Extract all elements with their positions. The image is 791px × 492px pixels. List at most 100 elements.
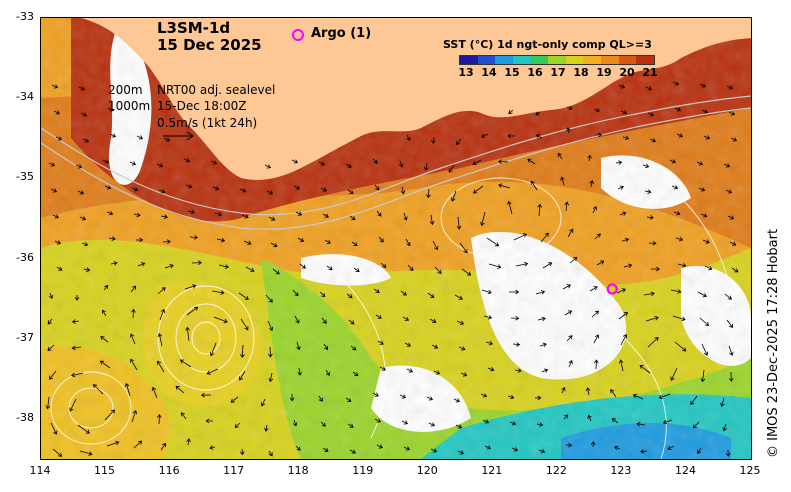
current-vector bbox=[564, 310, 573, 316]
current-vector bbox=[515, 261, 529, 267]
current-vector bbox=[239, 448, 245, 456]
current-vector bbox=[157, 332, 163, 347]
current-vector bbox=[159, 308, 166, 321]
current-vector bbox=[180, 412, 187, 420]
current-vector bbox=[674, 341, 687, 352]
colorbar-tick-label: 19 bbox=[596, 66, 612, 79]
current-vector bbox=[80, 112, 88, 117]
colorbar-tick-label: 21 bbox=[642, 66, 658, 79]
current-vector bbox=[662, 419, 673, 425]
current-vector bbox=[156, 163, 164, 168]
current-vector bbox=[71, 345, 82, 351]
current-vector bbox=[564, 201, 570, 212]
current-vector bbox=[429, 318, 437, 323]
current-vector bbox=[157, 287, 166, 295]
current-vector bbox=[380, 262, 387, 268]
current-legend-source: NRT00 adj. sealevel bbox=[157, 83, 276, 97]
argo-legend-icon bbox=[292, 29, 304, 41]
current-vector bbox=[569, 257, 578, 264]
current-vector bbox=[700, 369, 706, 383]
current-vector bbox=[157, 360, 165, 373]
current-vector bbox=[77, 190, 85, 195]
current-vector bbox=[272, 268, 280, 275]
current-vector bbox=[400, 186, 406, 195]
latitude-tick-label: -38 bbox=[16, 410, 34, 424]
current-vector bbox=[590, 441, 596, 448]
current-vector bbox=[672, 315, 686, 322]
current-vector bbox=[48, 162, 56, 167]
current-vector bbox=[537, 316, 546, 322]
current-vector bbox=[133, 440, 143, 449]
current-vector bbox=[701, 343, 709, 356]
current-vector bbox=[728, 371, 734, 382]
current-vector bbox=[151, 386, 158, 399]
longitude-tick-label: 118 bbox=[287, 464, 309, 477]
current-vector bbox=[617, 185, 624, 190]
current-vector bbox=[92, 384, 104, 395]
current-vector bbox=[136, 135, 144, 140]
current-vector bbox=[297, 367, 302, 376]
current-vector bbox=[52, 448, 63, 457]
colorbar-tick-label: 16 bbox=[527, 66, 543, 79]
current-vector bbox=[79, 216, 87, 221]
current-vector bbox=[51, 84, 59, 89]
current-vector bbox=[45, 396, 51, 410]
colorbar-tick-label: 17 bbox=[550, 66, 566, 79]
colorbar-swatch bbox=[583, 56, 602, 64]
current-vector bbox=[538, 448, 546, 454]
current-vector bbox=[402, 316, 410, 321]
current-vector bbox=[230, 396, 239, 403]
current-vector bbox=[591, 310, 600, 318]
current-vector bbox=[671, 185, 679, 190]
current-vector bbox=[376, 210, 382, 217]
argo-float-marker[interactable] bbox=[606, 283, 618, 295]
current-vector bbox=[587, 414, 592, 422]
current-vector bbox=[460, 372, 468, 377]
current-vector bbox=[323, 343, 328, 351]
current-vector bbox=[593, 359, 599, 370]
current-vector bbox=[725, 449, 731, 457]
current-vector bbox=[210, 160, 218, 165]
current-vector bbox=[722, 423, 727, 432]
current-vector bbox=[648, 240, 657, 246]
current-vector bbox=[347, 189, 354, 194]
current-vector bbox=[399, 394, 407, 399]
current-vector bbox=[205, 418, 214, 424]
current-vector bbox=[406, 134, 411, 142]
product-title: L3SM-1d bbox=[157, 19, 231, 37]
current-vector bbox=[507, 200, 513, 215]
current-vector bbox=[164, 263, 174, 269]
current-vector bbox=[562, 284, 571, 290]
current-vector bbox=[541, 368, 549, 373]
current-vector bbox=[320, 187, 327, 192]
current-vector bbox=[511, 447, 519, 452]
current-vector bbox=[616, 288, 626, 294]
sst-map[interactable] bbox=[40, 17, 752, 460]
current-vector bbox=[56, 266, 63, 271]
current-vector bbox=[129, 161, 137, 166]
current-vector bbox=[218, 264, 230, 269]
current-vector bbox=[453, 398, 461, 403]
current-vector bbox=[291, 159, 299, 164]
current-vector bbox=[297, 237, 305, 242]
current-vector bbox=[614, 445, 621, 451]
current-vector bbox=[534, 395, 542, 401]
current-vector bbox=[647, 112, 655, 117]
current-vector bbox=[535, 111, 541, 116]
current-vector bbox=[731, 267, 739, 273]
current-vector bbox=[289, 393, 295, 402]
current-vector bbox=[266, 190, 274, 195]
current-vector bbox=[429, 214, 435, 226]
current-vector bbox=[206, 368, 219, 375]
colorbar-tick-label: 13 bbox=[458, 66, 474, 79]
current-vector bbox=[321, 317, 327, 324]
current-vector bbox=[345, 397, 352, 403]
current-vector bbox=[621, 237, 630, 243]
current-vector bbox=[566, 105, 573, 111]
current-vector bbox=[557, 152, 563, 160]
current-vector bbox=[513, 233, 528, 241]
current-vector bbox=[130, 358, 138, 371]
sealevel-contours bbox=[50, 177, 734, 459]
current-vector bbox=[267, 320, 274, 332]
latitude-tick-label: -36 bbox=[16, 250, 34, 264]
